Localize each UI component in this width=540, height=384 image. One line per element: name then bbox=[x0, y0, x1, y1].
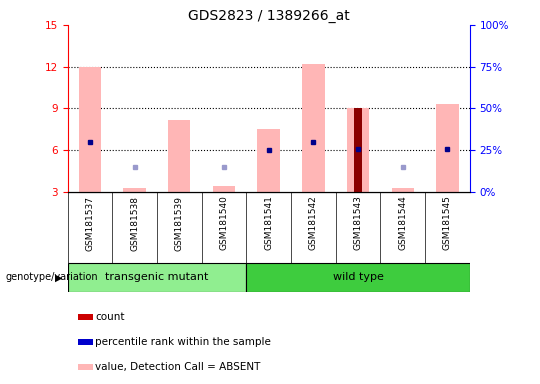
Bar bbox=[258, 129, 280, 192]
Bar bbox=[347, 109, 369, 192]
Text: ▶: ▶ bbox=[55, 272, 62, 283]
Bar bbox=[78, 339, 93, 345]
Bar bbox=[68, 263, 246, 292]
Text: count: count bbox=[95, 312, 125, 322]
Bar bbox=[79, 67, 101, 192]
Text: GSM181544: GSM181544 bbox=[399, 195, 407, 250]
Text: GSM181538: GSM181538 bbox=[130, 195, 139, 250]
Text: GSM181541: GSM181541 bbox=[264, 195, 273, 250]
Text: GSM181542: GSM181542 bbox=[309, 195, 318, 250]
Bar bbox=[392, 188, 414, 192]
Bar bbox=[78, 314, 93, 319]
Text: value, Detection Call = ABSENT: value, Detection Call = ABSENT bbox=[95, 362, 261, 372]
Text: GSM181545: GSM181545 bbox=[443, 195, 452, 250]
Bar bbox=[78, 364, 93, 369]
Bar bbox=[213, 187, 235, 192]
Text: percentile rank within the sample: percentile rank within the sample bbox=[95, 337, 271, 347]
Bar bbox=[436, 104, 458, 192]
Title: GDS2823 / 1389266_at: GDS2823 / 1389266_at bbox=[188, 8, 349, 23]
Bar bbox=[302, 64, 325, 192]
Bar bbox=[123, 188, 146, 192]
Bar bbox=[354, 109, 362, 192]
Text: GSM181537: GSM181537 bbox=[85, 195, 94, 250]
Text: GSM181539: GSM181539 bbox=[175, 195, 184, 250]
Text: GSM181543: GSM181543 bbox=[354, 195, 362, 250]
Bar bbox=[246, 263, 470, 292]
Text: wild type: wild type bbox=[333, 272, 383, 283]
Text: transgenic mutant: transgenic mutant bbox=[105, 272, 208, 283]
Text: genotype/variation: genotype/variation bbox=[5, 272, 98, 283]
Bar bbox=[168, 120, 191, 192]
Text: GSM181540: GSM181540 bbox=[219, 195, 228, 250]
